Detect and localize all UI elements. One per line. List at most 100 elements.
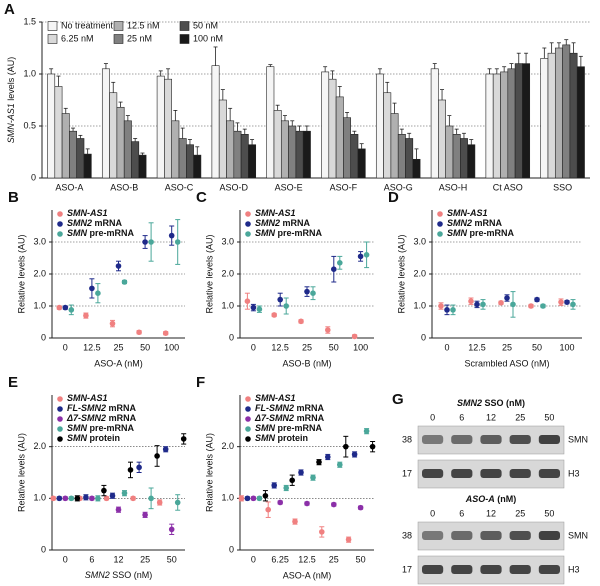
bar bbox=[460, 138, 468, 179]
legend-label: SMN-AS1 bbox=[255, 393, 296, 403]
bar bbox=[430, 68, 439, 179]
point bbox=[56, 495, 63, 502]
point bbox=[289, 477, 296, 484]
y-tick-label: 1.0 bbox=[23, 68, 36, 78]
point bbox=[468, 298, 474, 305]
legend-label: SMN-AS1 bbox=[67, 208, 108, 218]
point bbox=[148, 239, 154, 245]
legend-label: 50 nM bbox=[193, 20, 218, 30]
y-tick-label: 1.0 bbox=[221, 493, 234, 503]
point bbox=[238, 495, 245, 502]
bar bbox=[390, 113, 399, 179]
legend-marker bbox=[57, 211, 63, 217]
legend-swatch bbox=[113, 34, 124, 44]
bar bbox=[485, 73, 494, 179]
point bbox=[148, 495, 154, 502]
bar bbox=[445, 125, 454, 179]
bar bbox=[405, 138, 414, 179]
x-tick-label: 25 bbox=[113, 342, 123, 352]
point bbox=[83, 494, 89, 501]
bar bbox=[514, 63, 523, 179]
x-tick-label: 0 bbox=[251, 342, 256, 352]
bar bbox=[156, 75, 165, 179]
bar bbox=[397, 134, 406, 179]
point bbox=[168, 232, 175, 239]
y-tick-label: 2.0 bbox=[221, 268, 234, 278]
point bbox=[283, 485, 290, 491]
x-tick-label: 50 bbox=[167, 554, 177, 564]
point bbox=[101, 487, 107, 494]
point bbox=[325, 454, 331, 460]
bar bbox=[412, 158, 421, 179]
bar bbox=[54, 86, 63, 179]
bar bbox=[171, 120, 180, 179]
point bbox=[298, 318, 304, 325]
bar bbox=[302, 130, 311, 179]
band-label: H3 bbox=[568, 564, 580, 574]
lane-label: 25 bbox=[515, 508, 525, 518]
y-tick-label: 0 bbox=[229, 544, 234, 554]
legend-marker bbox=[57, 406, 63, 412]
point bbox=[304, 288, 310, 295]
point bbox=[89, 285, 95, 292]
y-axis-label: Relative levels (AU) bbox=[16, 234, 26, 313]
y-tick-label: 0 bbox=[41, 544, 46, 554]
point bbox=[62, 304, 69, 311]
blot-title: ASO-A (nM) bbox=[465, 494, 517, 504]
bar bbox=[288, 125, 297, 179]
point bbox=[95, 495, 101, 502]
bar bbox=[452, 134, 461, 179]
bar bbox=[547, 52, 556, 179]
point bbox=[154, 453, 160, 459]
point bbox=[369, 443, 376, 450]
point bbox=[528, 303, 534, 309]
x-tick-label: 25 bbox=[329, 554, 339, 564]
y-tick-label: 1.0 bbox=[413, 300, 426, 310]
x-tick-label: 50 bbox=[532, 342, 542, 352]
point bbox=[540, 303, 546, 309]
x-tick-label: ASO-E bbox=[275, 182, 303, 192]
legend-marker bbox=[57, 396, 63, 402]
legend-label: 100 nM bbox=[193, 33, 223, 43]
x-tick-label: 50 bbox=[329, 342, 339, 352]
x-axis-label: SMN2 SSO (nM) bbox=[85, 570, 153, 580]
blot-band bbox=[509, 435, 531, 444]
legend-marker bbox=[57, 221, 63, 227]
bar bbox=[492, 73, 501, 179]
point bbox=[345, 536, 352, 543]
point bbox=[250, 304, 257, 311]
panel-letter: D bbox=[388, 189, 399, 206]
blot-title: SMN2 SSO (nM) bbox=[457, 398, 525, 408]
bar bbox=[295, 130, 304, 179]
point bbox=[250, 495, 257, 502]
bar bbox=[280, 120, 289, 179]
bar bbox=[61, 113, 70, 179]
point bbox=[438, 303, 444, 309]
point bbox=[357, 253, 364, 260]
y-tick-label: 1.0 bbox=[221, 300, 234, 310]
x-tick-label: 25 bbox=[140, 554, 150, 564]
point bbox=[277, 296, 284, 303]
legend-swatch bbox=[179, 21, 190, 31]
y-tick-label: 1.0 bbox=[33, 300, 46, 310]
legend-swatch bbox=[47, 21, 58, 31]
legend-label: SMN pre-mRNA bbox=[67, 228, 135, 238]
y-tick-label: 2.0 bbox=[413, 268, 426, 278]
point bbox=[480, 301, 486, 308]
legend-marker bbox=[437, 231, 443, 237]
blot-band bbox=[480, 565, 502, 574]
y-axis-label: Relative levels (AU) bbox=[16, 433, 26, 512]
x-tick-label: ASO-F bbox=[330, 182, 358, 192]
point bbox=[95, 290, 101, 297]
point bbox=[142, 239, 148, 245]
legend-marker bbox=[57, 416, 63, 422]
point bbox=[142, 512, 148, 518]
bar bbox=[69, 130, 78, 179]
point bbox=[156, 499, 163, 506]
bar bbox=[554, 47, 563, 179]
lane-label: 6 bbox=[459, 508, 464, 518]
bar bbox=[233, 130, 242, 179]
bar bbox=[357, 148, 366, 179]
legend-label: 12.5 nM bbox=[127, 20, 160, 30]
point bbox=[337, 260, 343, 266]
